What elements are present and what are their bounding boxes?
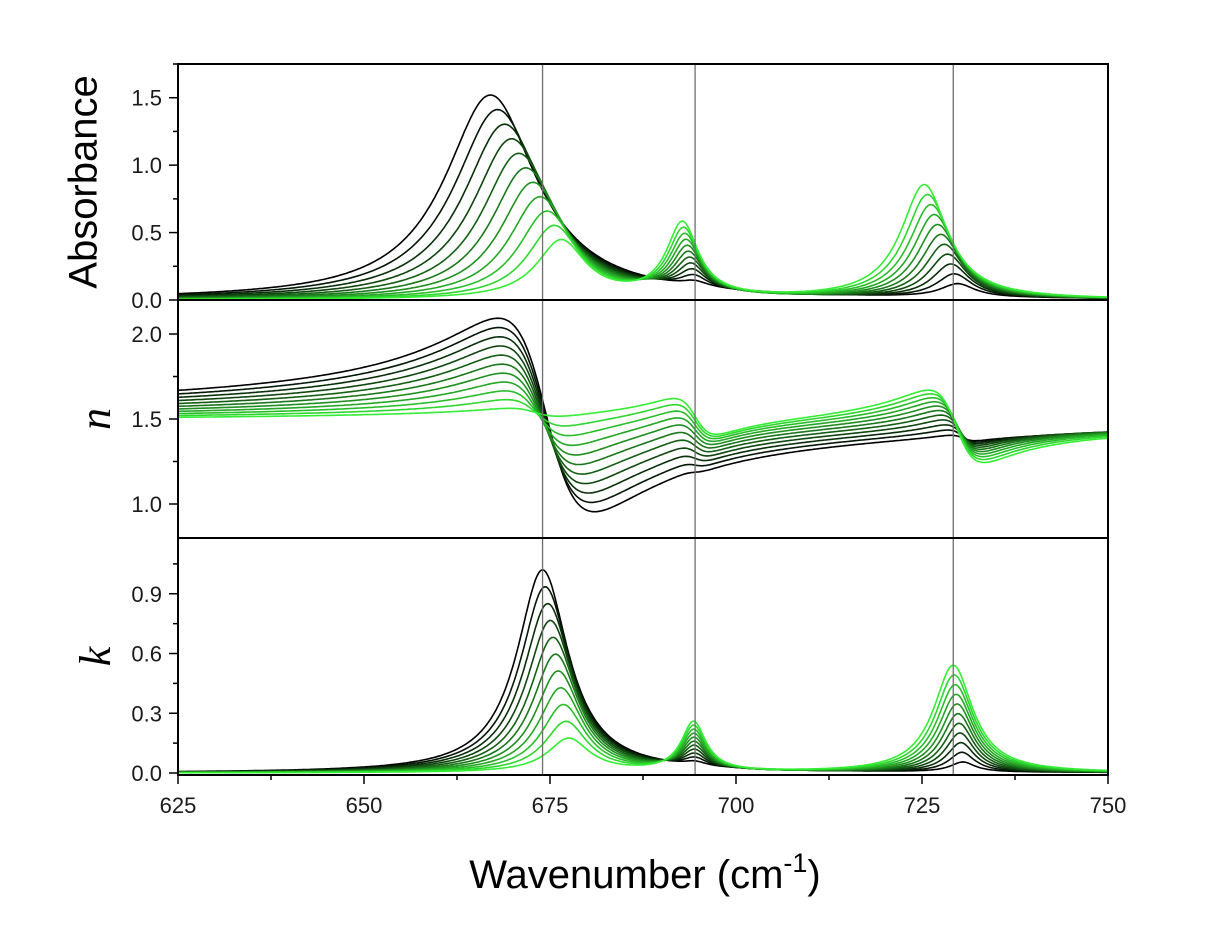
x-tick-label: 625 xyxy=(160,793,197,818)
x-axis: 625 650 675 700 725 750 xyxy=(160,775,1127,818)
panel-absorbance: 0.0 0.5 1.0 1.5 Absorbance xyxy=(62,63,1109,313)
y-tick-label: 1.0 xyxy=(131,492,162,517)
y-tick-label: 0.3 xyxy=(131,701,162,726)
y-axis-title: k xyxy=(71,645,120,666)
series-line xyxy=(178,193,1108,300)
series-line xyxy=(178,138,1108,299)
y-tick-label: 2.0 xyxy=(131,322,162,347)
x-tick-label: 700 xyxy=(718,793,755,818)
panel-frame xyxy=(177,63,1109,301)
series-line xyxy=(178,602,1108,773)
y-tick-label: 0.0 xyxy=(131,288,162,313)
series-line xyxy=(178,586,1108,773)
x-tick-label: 675 xyxy=(532,793,569,818)
series-line xyxy=(178,345,1108,485)
y-axis-title: n xyxy=(71,408,120,430)
x-axis-title-superscript: -1 xyxy=(783,848,807,878)
x-axis-title-close: ) xyxy=(807,853,820,897)
series-line xyxy=(178,636,1108,773)
panel-curves xyxy=(178,317,1108,513)
series-line xyxy=(178,569,1108,774)
series-line xyxy=(178,195,1108,300)
panel-curves xyxy=(178,94,1108,300)
y-tick-label: 1.5 xyxy=(131,407,162,432)
y-tick-label: 1.5 xyxy=(131,86,162,111)
series-line xyxy=(178,354,1108,475)
plot-layer: 0.00.51.01.5Absorbance1.01.52.0n0.00.30.… xyxy=(62,63,1127,818)
panel-refractive-index: 1.0 1.5 2.0 n xyxy=(71,299,1109,539)
y-tick-label: 0.9 xyxy=(131,582,162,607)
x-tick-label: 650 xyxy=(346,793,383,818)
y-tick-label: 0.0 xyxy=(131,761,162,786)
series-line xyxy=(178,183,1108,300)
y-tick-label: 1.0 xyxy=(131,153,162,178)
y-tick-label: 0.5 xyxy=(131,221,162,246)
x-tick-label: 725 xyxy=(904,793,941,818)
panel-extinction-coefficient: 0.0 0.3 0.6 0.9 k xyxy=(71,537,1109,786)
x-axis-title-text: Wavenumber (cm xyxy=(469,853,783,897)
x-axis-title: Wavenumber (cm-1) xyxy=(469,848,820,897)
y-tick-label: 0.6 xyxy=(131,642,162,667)
x-tick-label: 750 xyxy=(1090,793,1127,818)
y-axis-title: Absorbance xyxy=(62,75,106,288)
panel-curves xyxy=(178,569,1108,774)
